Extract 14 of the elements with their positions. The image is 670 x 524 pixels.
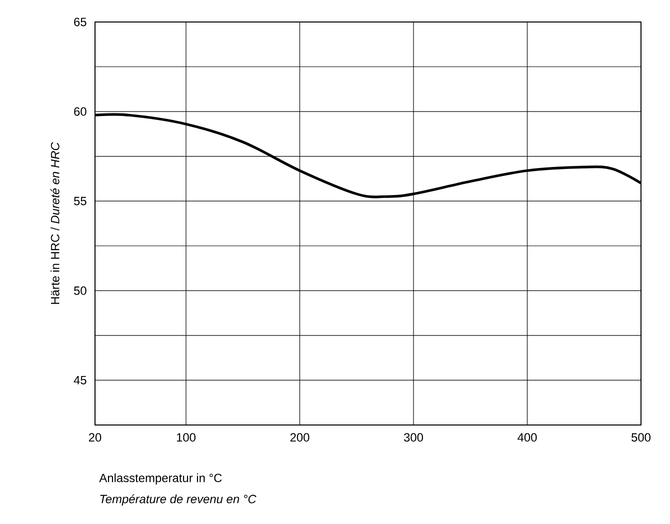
x-tick-label: 200 [290,433,310,442]
y-axis-title: Härte in HRC / Dureté en HRC [50,142,60,304]
x-tick-label: 400 [518,433,537,442]
x-tick-label: 500 [632,433,651,442]
y-tick-label: 45 [74,376,86,384]
y-tick-label: 65 [74,18,86,26]
y-tick-label: 50 [74,286,86,295]
x-axis-title: Anlasstemperatur in °C [99,473,222,485]
y-tick-label: 55 [74,196,86,206]
x-tick-label: 100 [176,433,196,442]
y-tick-label: 60 [74,107,86,116]
x-tick-label: 20 [88,433,102,442]
x-tick-label: 300 [404,433,424,442]
text: Température de revenu en °C [100,494,256,506]
